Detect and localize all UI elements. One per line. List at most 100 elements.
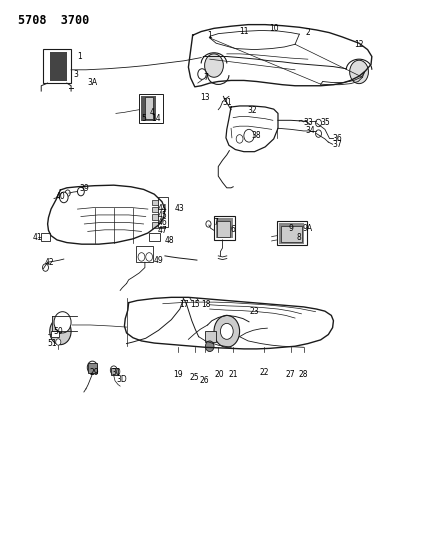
Text: 20: 20	[214, 370, 224, 379]
Text: 6: 6	[231, 225, 236, 234]
Circle shape	[50, 318, 71, 345]
Bar	[217, 221, 230, 237]
Bar	[158, 197, 168, 227]
Text: 13: 13	[201, 93, 210, 102]
Bar	[142, 96, 156, 122]
Bar	[111, 368, 119, 375]
Bar	[152, 222, 165, 228]
Text: 51: 51	[47, 339, 56, 348]
Text: 3A: 3A	[87, 77, 98, 86]
Text: 12: 12	[354, 40, 364, 49]
Circle shape	[315, 119, 321, 127]
Circle shape	[236, 135, 243, 143]
Circle shape	[315, 130, 321, 138]
Text: 2: 2	[306, 28, 310, 37]
Text: 45: 45	[158, 211, 168, 220]
Text: 15: 15	[190, 300, 199, 309]
Circle shape	[146, 253, 152, 261]
Circle shape	[205, 341, 214, 352]
Text: 8: 8	[297, 233, 302, 242]
Bar	[50, 52, 67, 82]
Bar	[140, 94, 163, 123]
Circle shape	[65, 190, 70, 196]
Bar	[152, 199, 165, 205]
Circle shape	[59, 192, 68, 203]
Text: 32: 32	[247, 106, 257, 115]
Circle shape	[220, 324, 233, 340]
Text: 28: 28	[299, 370, 308, 379]
Bar	[277, 221, 307, 245]
Text: 14: 14	[152, 114, 161, 123]
Text: 3D: 3D	[117, 375, 128, 384]
Circle shape	[350, 60, 369, 84]
Text: 31: 31	[222, 98, 232, 107]
Text: 9A: 9A	[303, 224, 313, 233]
Text: 26: 26	[200, 376, 209, 385]
Text: 29: 29	[90, 368, 99, 377]
Text: 22: 22	[260, 368, 269, 377]
Text: 21: 21	[229, 370, 238, 379]
Bar	[41, 233, 50, 241]
Text: 5708  3700: 5708 3700	[18, 14, 89, 27]
Text: 48: 48	[164, 236, 174, 245]
Text: 42: 42	[45, 258, 54, 266]
Text: 43: 43	[175, 204, 185, 213]
Text: 44: 44	[158, 204, 168, 213]
Bar	[152, 207, 165, 212]
Circle shape	[56, 339, 61, 345]
Bar	[137, 246, 153, 262]
Circle shape	[206, 221, 211, 227]
Text: 46: 46	[158, 219, 168, 228]
Text: 4: 4	[150, 108, 155, 117]
Text: 36: 36	[333, 134, 342, 143]
Bar	[280, 226, 302, 242]
Bar	[43, 49, 71, 83]
Bar	[52, 317, 69, 332]
Bar	[279, 223, 304, 244]
Bar	[214, 216, 235, 240]
Circle shape	[42, 264, 48, 271]
Circle shape	[110, 366, 117, 374]
Text: 1: 1	[207, 31, 212, 40]
Text: 50: 50	[54, 327, 63, 336]
Text: 3: 3	[73, 70, 78, 78]
Text: 25: 25	[190, 373, 199, 382]
Text: 38: 38	[252, 131, 262, 140]
Circle shape	[77, 187, 84, 196]
Text: 37: 37	[333, 140, 342, 149]
Text: 17: 17	[179, 300, 189, 309]
Text: 49: 49	[154, 256, 163, 264]
Bar	[149, 233, 160, 241]
Circle shape	[198, 69, 206, 79]
Bar	[51, 331, 59, 337]
Text: 10: 10	[269, 24, 279, 33]
Text: 9: 9	[288, 224, 293, 233]
Bar	[88, 363, 97, 373]
Bar	[145, 98, 152, 119]
Circle shape	[214, 316, 240, 348]
Text: 1: 1	[77, 52, 82, 61]
Circle shape	[87, 361, 98, 374]
Circle shape	[244, 130, 254, 142]
Bar	[216, 218, 233, 238]
Text: 35: 35	[320, 118, 330, 127]
Text: 5: 5	[141, 114, 146, 123]
Circle shape	[138, 253, 145, 261]
Text: 33: 33	[303, 118, 313, 127]
Circle shape	[205, 54, 223, 77]
Text: 41: 41	[32, 233, 42, 242]
Bar	[205, 332, 216, 342]
Text: 7: 7	[214, 219, 219, 228]
Text: 23: 23	[250, 307, 259, 316]
Text: 11: 11	[239, 27, 249, 36]
Text: 18: 18	[201, 300, 210, 309]
Text: 27: 27	[286, 370, 296, 379]
Text: 40: 40	[56, 192, 65, 201]
Text: 19: 19	[173, 370, 183, 379]
Text: 34: 34	[305, 126, 315, 135]
Circle shape	[54, 312, 71, 333]
Text: 7: 7	[203, 73, 208, 82]
Text: 30: 30	[111, 368, 121, 377]
Text: 47: 47	[158, 227, 168, 236]
Text: 39: 39	[79, 184, 89, 193]
